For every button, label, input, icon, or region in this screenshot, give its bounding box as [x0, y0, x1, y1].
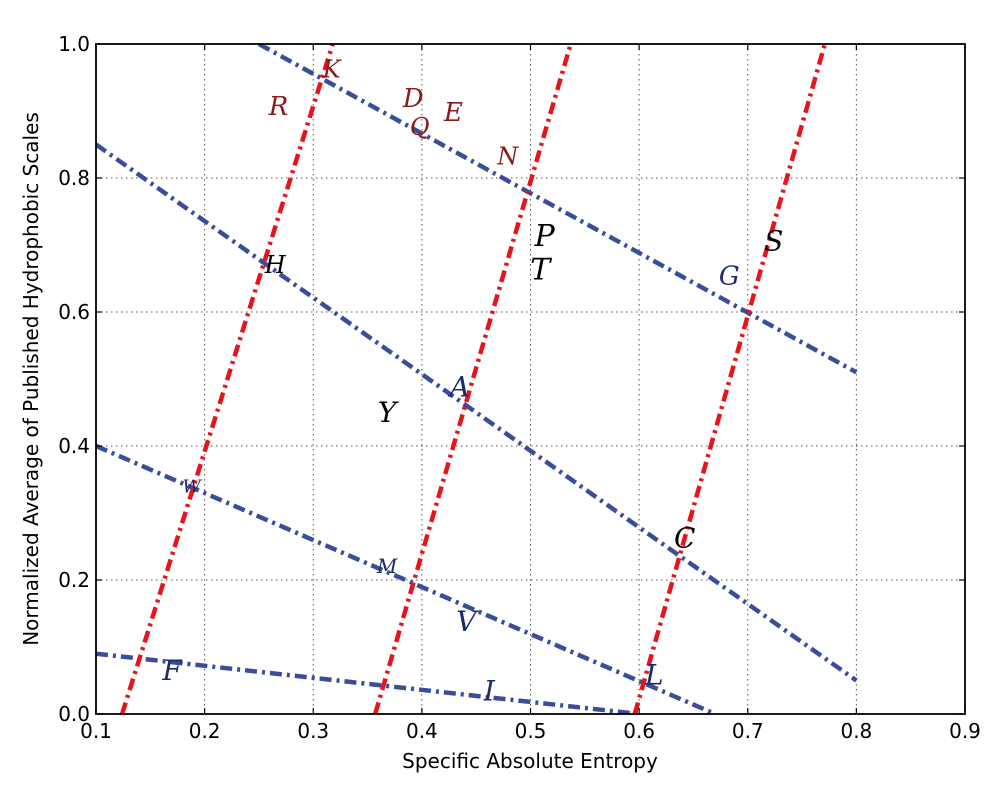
point-label-a: A: [447, 371, 470, 404]
blue-fit-line: [96, 142, 858, 683]
point-label-q: Q: [410, 113, 430, 141]
x-axis-label: Specific Absolute Entropy: [402, 749, 658, 773]
y-axis-ticks: 0.0 0.2 0.4 0.6 0.8 1.0: [58, 32, 965, 726]
point-label-n: N: [496, 143, 519, 171]
y-axis-label: Normalized Average of Published Hydropho…: [19, 112, 43, 646]
point-label-i: I: [483, 675, 496, 708]
y-tick-label: 0.6: [58, 300, 90, 324]
point-labels: K R D EQ N PT H GS A Y W C M V L F I: [161, 55, 783, 707]
x-tick-label: 0.5: [515, 719, 547, 743]
point-label-c: C: [674, 521, 695, 554]
point-label-h: H: [264, 251, 287, 279]
blue-fit-line: [257, 44, 858, 375]
x-tick-label: 0.6: [623, 719, 655, 743]
y-tick-label: 0.4: [58, 434, 90, 458]
point-label-t: T: [530, 252, 552, 287]
y-tick-label: 0.0: [58, 702, 90, 726]
blue-fit-line: [96, 651, 640, 714]
x-tick-label: 0.2: [189, 719, 221, 743]
y-tick-label: 1.0: [58, 32, 90, 56]
point-label-s: S: [764, 224, 783, 257]
point-label-p: P: [534, 219, 556, 254]
fit-lines: [96, 44, 858, 714]
point-label-w: W: [182, 476, 202, 497]
y-tick-label: 0.8: [58, 166, 90, 190]
point-label-f: F: [161, 654, 183, 687]
point-label-e: E: [443, 98, 463, 128]
x-axis-ticks: 0.1 0.2 0.3 0.4 0.5 0.6 0.7 0.8 0.9: [80, 44, 981, 743]
red-fit-line: [632, 44, 828, 714]
point-label-d: D: [402, 84, 424, 114]
point-label-v: V: [456, 605, 479, 638]
x-tick-label: 0.8: [840, 719, 872, 743]
point-label-r: R: [268, 92, 289, 122]
x-tick-label: 0.7: [732, 719, 764, 743]
x-tick-label: 0.4: [406, 719, 438, 743]
x-tick-label: 0.9: [949, 719, 981, 743]
x-tick-label: 0.1: [80, 719, 112, 743]
point-label-m: M: [376, 554, 398, 578]
y-tick-label: 0.2: [58, 568, 90, 592]
point-label-g: G: [719, 261, 740, 291]
point-label-y: Y: [378, 396, 399, 429]
x-tick-label: 0.3: [297, 719, 329, 743]
red-fit-line: [119, 44, 335, 714]
point-label-l: L: [644, 659, 664, 692]
point-label-k: K: [322, 55, 343, 83]
red-fit-line: [373, 44, 573, 714]
grid-lines: [96, 44, 965, 714]
